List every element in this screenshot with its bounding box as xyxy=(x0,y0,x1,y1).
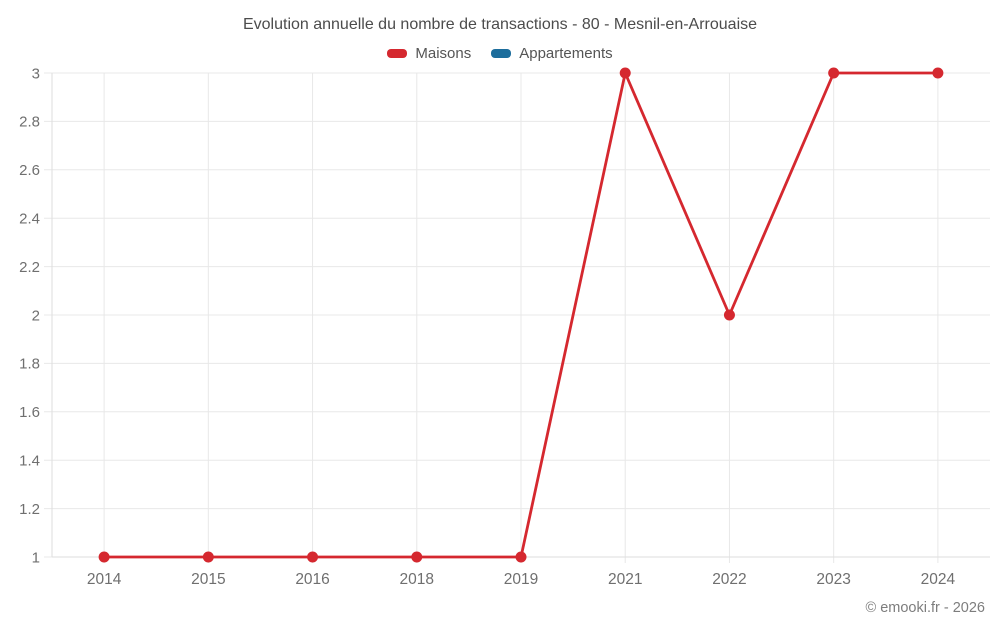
data-point-maisons[interactable] xyxy=(828,67,840,79)
y-tick-label: 3 xyxy=(32,65,40,82)
data-point-maisons[interactable] xyxy=(98,551,110,563)
chart-title: Evolution annuelle du nombre de transact… xyxy=(242,16,758,33)
x-tick-label: 2019 xyxy=(504,571,538,588)
x-tick-label: 2022 xyxy=(712,571,746,588)
y-tick-label: 2 xyxy=(32,307,40,324)
y-tick-label: 2.2 xyxy=(19,259,40,276)
x-tick-label: 2023 xyxy=(816,571,850,588)
data-point-maisons[interactable] xyxy=(619,67,631,79)
y-tick-label: 1.4 xyxy=(19,452,40,469)
y-tick-label: 2.8 xyxy=(19,114,40,131)
x-tick-label: 2024 xyxy=(921,571,956,588)
data-point-maisons[interactable] xyxy=(723,309,735,321)
data-point-maisons[interactable] xyxy=(307,551,319,563)
data-point-maisons[interactable] xyxy=(202,551,214,563)
data-point-maisons[interactable] xyxy=(411,551,423,563)
legend-label-maisons: Maisons xyxy=(415,45,472,62)
legend-label-appartements: Appartements xyxy=(519,45,613,62)
y-tick-label: 1.6 xyxy=(19,404,40,421)
y-tick-label: 2.6 xyxy=(19,162,40,179)
x-tick-label: 2016 xyxy=(295,571,329,588)
legend-item-maisons[interactable]: Maisons xyxy=(387,45,471,62)
data-point-maisons[interactable] xyxy=(515,551,527,563)
legend-item-appartements[interactable]: Appartements xyxy=(491,45,613,62)
x-tick-label: 2015 xyxy=(191,571,225,588)
y-tick-label: 2.4 xyxy=(19,210,40,227)
data-point-maisons[interactable] xyxy=(932,67,944,79)
y-tick-label: 1.8 xyxy=(19,356,40,373)
y-tick-label: 1 xyxy=(32,549,40,566)
x-tick-label: 2018 xyxy=(400,571,434,588)
legend-swatch-appartements xyxy=(491,49,512,58)
legend: Maisons Appartements xyxy=(0,45,1000,62)
y-tick-label: 1.2 xyxy=(19,501,40,518)
copyright: © emooki.fr - 2026 xyxy=(865,600,985,616)
x-tick-label: 2014 xyxy=(87,571,122,588)
legend-swatch-maisons xyxy=(387,49,408,58)
x-tick-label: 2021 xyxy=(608,571,642,588)
